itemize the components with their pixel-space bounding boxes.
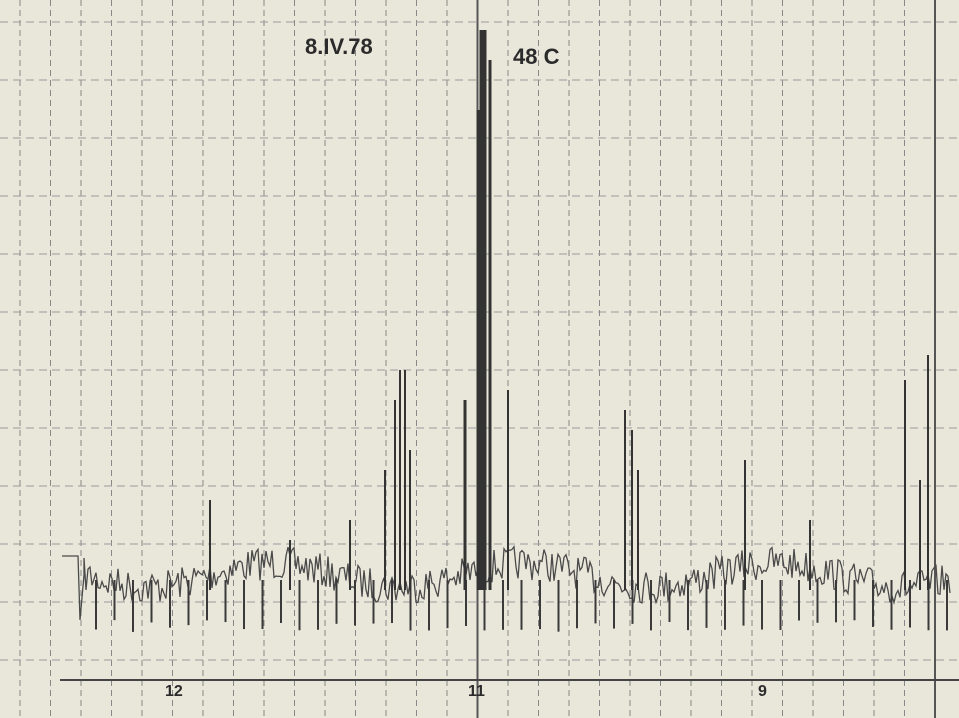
date-label: 8.IV.78	[305, 34, 373, 59]
axis-mark: 12	[165, 683, 183, 700]
sample-label: 48 C	[513, 44, 560, 69]
axis-mark: 9	[758, 683, 767, 700]
noise	[62, 544, 951, 621]
spectrum-trace	[62, 30, 951, 632]
axis-mark: 11	[468, 683, 485, 700]
